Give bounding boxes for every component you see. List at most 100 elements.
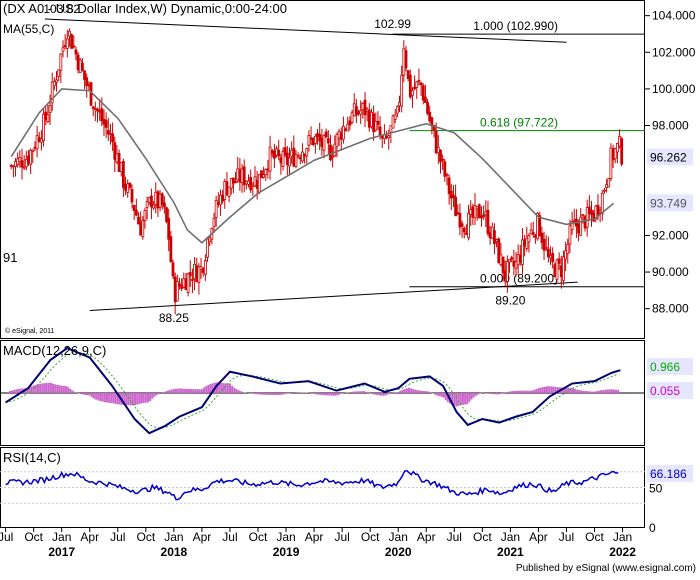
candle-body — [270, 150, 274, 154]
candle-body — [447, 177, 451, 194]
candle-body — [35, 135, 39, 150]
candle-body — [232, 177, 235, 184]
candle-body — [31, 149, 35, 152]
candle-body — [419, 82, 423, 86]
candle-body — [531, 232, 535, 235]
candle-body — [100, 108, 104, 122]
candle-body — [464, 232, 468, 235]
candle-body — [577, 223, 580, 234]
candle-body — [117, 153, 121, 172]
macd-line — [5, 346, 621, 435]
candle-body — [121, 161, 125, 188]
candle-body — [352, 103, 356, 117]
candle-body — [128, 182, 132, 189]
candle-body — [350, 112, 354, 123]
y-tick-label: 92.000 — [652, 228, 689, 242]
candle-body — [361, 102, 365, 110]
candle-body — [525, 237, 529, 249]
footer-text: Published by eSignal (www.esignal.com) — [516, 563, 696, 574]
candle-body — [359, 110, 363, 115]
candle-body — [402, 48, 406, 76]
candle-body — [182, 278, 186, 288]
candle-body — [91, 106, 95, 109]
candle-body — [257, 173, 261, 193]
candle-body — [288, 157, 291, 167]
candle-body — [484, 211, 488, 216]
x-year-label: 2022 — [609, 545, 636, 559]
candle-body — [87, 84, 91, 87]
x-year-label: 2020 — [385, 545, 412, 559]
candle-body — [225, 181, 229, 196]
x-month-label: Apr — [417, 530, 436, 544]
candle-body — [33, 146, 37, 149]
candle-body — [544, 246, 548, 249]
candle-body — [93, 108, 97, 110]
candle-body — [570, 221, 574, 230]
candle-body — [538, 215, 542, 237]
candle-body — [400, 75, 404, 107]
candle-body — [193, 263, 196, 279]
candle-body — [436, 146, 440, 154]
candle-body — [497, 238, 501, 264]
candle-body — [443, 161, 447, 177]
candle-body — [165, 207, 168, 222]
candle-body — [290, 149, 294, 157]
candle-body — [111, 133, 115, 143]
candle-body — [562, 256, 565, 281]
candle-body — [132, 205, 136, 212]
candle-body — [475, 206, 479, 210]
candle-body — [48, 105, 52, 114]
ma55-line — [10, 88, 615, 244]
candle-body — [234, 181, 237, 184]
candle-body — [449, 190, 453, 199]
x-month-label: Jan — [276, 530, 295, 544]
candle-body — [473, 204, 477, 219]
candle-body — [326, 138, 330, 144]
candle-body — [70, 34, 74, 49]
candle-body — [255, 180, 259, 189]
candle-body — [85, 77, 89, 87]
candle-body — [408, 74, 412, 98]
candle-body — [152, 204, 155, 209]
x-month-label: Apr — [193, 530, 212, 544]
fib-level-label: 0.618 (97.722) — [480, 116, 558, 130]
candle-body — [27, 155, 30, 164]
candle-body — [495, 239, 498, 242]
candle-body — [605, 184, 609, 188]
candle-body — [432, 124, 436, 131]
candle-body — [61, 47, 65, 52]
y-tick-label: 88.000 — [652, 302, 689, 316]
candle-body — [285, 152, 289, 165]
candle-body — [590, 209, 593, 215]
candle-body — [462, 227, 466, 233]
candle-body — [415, 81, 419, 88]
candle-body — [283, 147, 287, 156]
candle-body — [68, 30, 71, 37]
y-tick-label: 100.000 — [652, 82, 696, 96]
candle-body — [219, 194, 222, 206]
candle-body — [551, 252, 555, 263]
x-month-label: Jul — [0, 530, 13, 544]
candle-body — [238, 169, 242, 183]
candle-body — [395, 106, 399, 114]
candle-body — [339, 132, 343, 140]
candle-body — [423, 96, 427, 103]
candle-body — [568, 225, 572, 245]
candle-body — [78, 59, 82, 73]
candle-body — [587, 206, 591, 214]
candle-body — [585, 207, 589, 228]
candle-body — [296, 154, 300, 157]
y-tick-label: 90.000 — [652, 265, 689, 279]
macd-value-bg — [647, 358, 693, 375]
candle-body — [303, 154, 306, 157]
macd-value-label: 0.966 — [650, 360, 680, 374]
candle-body — [212, 218, 216, 227]
x-month-label: Jul — [222, 530, 237, 544]
fib-level-label: 0.000 (89.200) — [480, 272, 558, 286]
candle-body — [387, 135, 391, 139]
candle-body — [242, 166, 246, 186]
candle-body — [167, 217, 171, 240]
candle-body — [367, 110, 371, 128]
candle-body — [22, 166, 26, 169]
rsi-layer: 50 0 66.186 — [0, 465, 693, 535]
